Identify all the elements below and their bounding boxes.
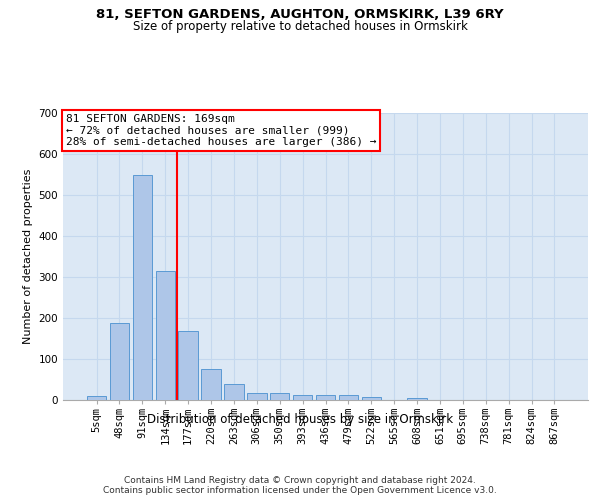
Text: Size of property relative to detached houses in Ormskirk: Size of property relative to detached ho… [133, 20, 467, 33]
Bar [407, 398, 427, 400]
Bar [224, 384, 244, 400]
Text: 81, SEFTON GARDENS, AUGHTON, ORMSKIRK, L39 6RY: 81, SEFTON GARDENS, AUGHTON, ORMSKIRK, L… [96, 8, 504, 20]
Text: 81 SEFTON GARDENS: 169sqm
← 72% of detached houses are smaller (999)
28% of semi: 81 SEFTON GARDENS: 169sqm ← 72% of detac… [65, 114, 376, 147]
Bar [316, 394, 335, 400]
Bar [293, 395, 313, 400]
Bar [155, 270, 175, 400]
Bar [270, 392, 289, 400]
Bar [338, 394, 358, 400]
Bar [110, 323, 129, 400]
Text: Distribution of detached houses by size in Ormskirk: Distribution of detached houses by size … [147, 412, 453, 426]
Bar [178, 331, 198, 400]
Bar [362, 397, 381, 400]
Bar [247, 392, 266, 400]
Y-axis label: Number of detached properties: Number of detached properties [23, 168, 33, 344]
Text: Contains HM Land Registry data © Crown copyright and database right 2024.
Contai: Contains HM Land Registry data © Crown c… [103, 476, 497, 495]
Bar [202, 369, 221, 400]
Bar [133, 176, 152, 400]
Bar [87, 396, 106, 400]
